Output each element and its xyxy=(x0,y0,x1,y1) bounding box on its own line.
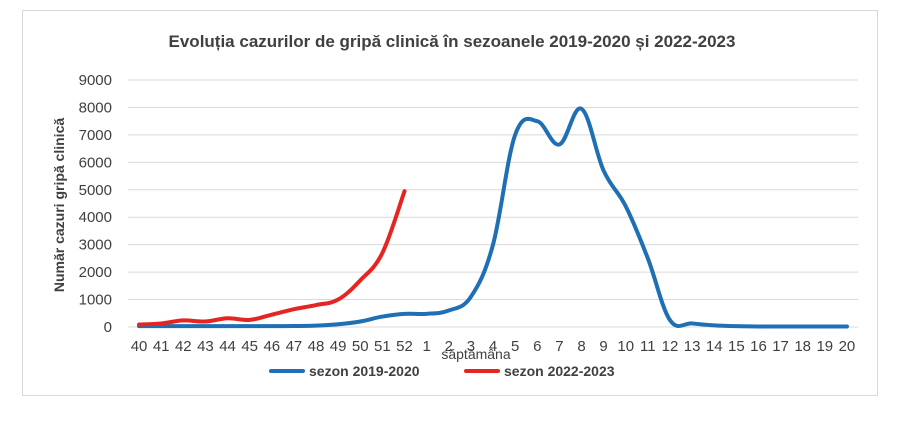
x-axis-label: săptămâna xyxy=(441,346,510,362)
x-tick-label: 50 xyxy=(352,338,369,355)
x-tick-labels: 40 41 42 43 44 45 46 47 48 49 50 51 52 1 2 3 4 5 6 7 8 9 10 11 1… xyxy=(131,338,856,355)
legend-label-1: sezon 2019-2020 xyxy=(309,363,420,379)
y-axis-label: Număr cazuri gripă clinică xyxy=(51,118,67,292)
legend: sezon 2019-2020 sezon 2022-2023 xyxy=(269,363,615,379)
x-tick-label: 6 xyxy=(533,338,541,355)
x-tick-label: 11 xyxy=(640,338,656,355)
y-tick-label: 5000 xyxy=(79,182,112,199)
x-tick-label: 48 xyxy=(308,338,325,355)
y-tick-label: 1000 xyxy=(79,292,112,309)
x-tick-label: 42 xyxy=(175,338,192,355)
x-tick-label: 46 xyxy=(263,338,280,355)
series-line-2 xyxy=(137,189,407,327)
gridlines xyxy=(128,79,858,328)
x-tick-label: 40 xyxy=(131,338,148,355)
series-line-1 xyxy=(137,106,849,329)
legend-label-2: sezon 2022-2023 xyxy=(504,363,615,379)
y-tick-label: 8000 xyxy=(79,99,112,116)
x-tick-label: 16 xyxy=(750,338,767,355)
y-tick-label: 0 xyxy=(104,319,112,336)
x-tick-label: 43 xyxy=(197,338,214,355)
x-tick-label: 17 xyxy=(772,338,789,355)
x-tick-label: 45 xyxy=(241,338,258,355)
chart-border xyxy=(22,10,878,396)
x-tick-label: 47 xyxy=(286,338,303,355)
chart-title: Evoluția cazurilor de gripă clinică în s… xyxy=(169,32,736,51)
x-tick-label: 18 xyxy=(794,338,811,355)
y-tick-label: 2000 xyxy=(79,264,112,281)
y-tick-label: 6000 xyxy=(79,154,112,171)
x-tick-label: 8 xyxy=(577,338,585,355)
x-tick-label: 49 xyxy=(330,338,347,355)
y-tick-label: 3000 xyxy=(79,237,112,254)
x-tick-label: 12 xyxy=(662,338,679,355)
x-tick-label: 13 xyxy=(684,338,701,355)
x-tick-label: 15 xyxy=(728,338,745,355)
x-tick-label: 20 xyxy=(839,338,856,355)
x-tick-label: 5 xyxy=(511,338,519,355)
x-tick-label: 3 xyxy=(467,338,475,355)
x-tick-label: 4 xyxy=(489,338,497,355)
y-tick-label: 9000 xyxy=(79,72,112,89)
x-tick-label: 44 xyxy=(219,338,236,355)
x-tick-label: 41 xyxy=(153,338,170,355)
x-tick-label: 2 xyxy=(445,338,453,355)
x-tick-label: 9 xyxy=(599,338,607,355)
x-tick-label: 10 xyxy=(617,338,634,355)
y-tick-labels: 0 1000 2000 3000 4000 5000 6000 7000 8000 9000 xyxy=(79,72,112,336)
x-tick-label: 19 xyxy=(816,338,833,355)
x-tick-label: 51 xyxy=(374,338,391,355)
y-tick-label: 4000 xyxy=(79,209,112,226)
x-tick-label: 14 xyxy=(706,338,723,355)
x-tick-label: 7 xyxy=(555,338,563,355)
series-lines xyxy=(137,106,849,329)
y-tick-label: 7000 xyxy=(79,127,112,144)
x-tick-label: 52 xyxy=(396,338,413,355)
x-tick-label: 1 xyxy=(422,338,430,355)
